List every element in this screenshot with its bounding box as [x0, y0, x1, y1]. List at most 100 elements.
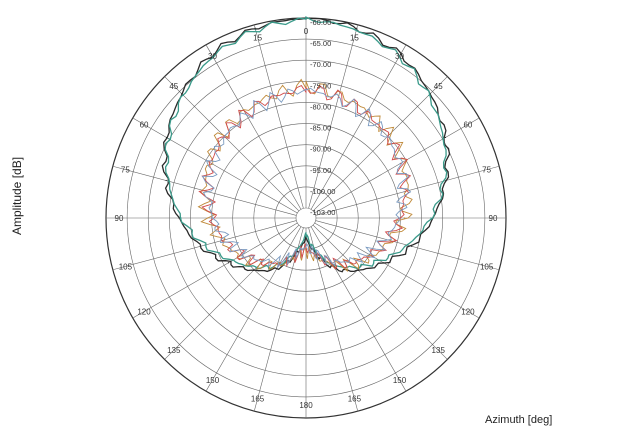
- grid-spoke: [205, 226, 302, 392]
- data-point: [406, 244, 409, 246]
- data-point: [305, 89, 307, 91]
- grid-spoke: [310, 226, 407, 392]
- data-point: [305, 18, 307, 20]
- radial-tick-label: -80.00: [310, 102, 331, 111]
- grid-spoke: [132, 117, 298, 214]
- data-point: [225, 238, 227, 241]
- grid-spoke: [312, 224, 448, 360]
- grid-spoke: [312, 76, 448, 212]
- data-point: [182, 94, 184, 96]
- series-group: [161, 16, 451, 273]
- data-point: [224, 136, 226, 138]
- data-point: [305, 245, 307, 247]
- data-point: [178, 217, 180, 219]
- angle-tick-label: 0: [304, 27, 309, 36]
- data-point: [223, 239, 225, 241]
- data-point: [348, 260, 350, 262]
- angle-tick-label: 105: [480, 262, 494, 271]
- grid-spoke: [310, 44, 407, 210]
- data-point: [279, 262, 281, 264]
- labels-group: 0 15 30 45 60 75 90 105 120 135 150 165 180 165 150 135…: [115, 18, 498, 410]
- data-point: [212, 217, 214, 219]
- angle-tick-label: 30: [208, 52, 217, 61]
- radial-tick-label: -103.00: [310, 208, 335, 217]
- series-line-0: [161, 17, 451, 273]
- data-point: [330, 260, 332, 262]
- angle-tick-label: 135: [432, 346, 446, 355]
- grid-spoke: [308, 24, 359, 209]
- data-point: [256, 266, 258, 268]
- data-point: [199, 245, 201, 247]
- angle-tick-label: 105: [119, 262, 133, 271]
- angle-tick-label: 15: [253, 33, 262, 42]
- angle-tick-label: 180: [299, 401, 313, 410]
- data-point: [210, 53, 213, 55]
- data-point: [207, 191, 209, 193]
- angle-tick-label: 45: [434, 82, 443, 91]
- angle-tick-label: 150: [206, 376, 220, 385]
- angle-tick-label: 135: [167, 346, 181, 355]
- grid-spoke: [132, 222, 298, 319]
- grid-spoke: [164, 224, 300, 360]
- data-point: [443, 180, 445, 182]
- radial-tick-label: -95.00: [310, 166, 331, 175]
- radial-tick-label: -70.00: [310, 60, 331, 69]
- data-point: [203, 244, 206, 246]
- data-point: [313, 248, 315, 250]
- grid-spoke: [253, 24, 304, 209]
- data-point: [357, 269, 359, 271]
- data-point: [167, 137, 169, 140]
- radial-tick-label: -60.00: [310, 18, 331, 27]
- data-point: [337, 96, 339, 98]
- grid-spoke: [164, 76, 300, 212]
- angle-tick-label: 90: [115, 214, 124, 223]
- data-point: [445, 179, 447, 182]
- data-point: [389, 240, 391, 242]
- series-line-1: [164, 16, 448, 271]
- data-point: [223, 135, 225, 137]
- data-point: [280, 260, 282, 262]
- data-point: [276, 268, 278, 270]
- radial-tick-label: -90.00: [310, 145, 331, 154]
- angle-tick-label: 75: [121, 166, 130, 175]
- angle-tick-label: 165: [348, 395, 362, 404]
- data-point: [212, 55, 214, 57]
- data-point: [255, 29, 257, 31]
- data-point: [273, 96, 275, 98]
- data-point: [367, 253, 369, 255]
- grid-spoke: [314, 222, 480, 319]
- data-point: [430, 217, 432, 219]
- angle-tick-label: 120: [461, 308, 475, 317]
- angle-tick-label: 60: [140, 121, 149, 130]
- angle-tick-label: 120: [137, 308, 151, 317]
- data-point: [243, 253, 245, 255]
- data-point: [259, 263, 261, 265]
- data-point: [165, 179, 167, 182]
- data-point: [386, 136, 388, 138]
- data-point: [273, 98, 275, 100]
- data-point: [356, 27, 358, 29]
- data-point: [385, 238, 387, 241]
- data-point: [253, 269, 255, 271]
- data-point: [295, 252, 298, 254]
- data-point: [428, 94, 430, 96]
- data-point: [207, 217, 209, 219]
- data-point: [382, 262, 385, 264]
- data-point: [262, 260, 264, 262]
- data-point: [167, 180, 169, 182]
- data-point: [337, 98, 339, 100]
- data-point: [297, 248, 299, 250]
- data-point: [365, 113, 367, 115]
- polar-grid: [105, 17, 507, 419]
- radial-tick-label: -65.00: [310, 39, 331, 48]
- data-point: [314, 252, 317, 254]
- data-point: [411, 245, 413, 247]
- data-point: [400, 162, 402, 164]
- angle-tick-label: 150: [393, 376, 407, 385]
- data-point: [315, 254, 317, 257]
- radial-tick-label: -75.00: [310, 81, 331, 90]
- data-point: [181, 93, 183, 95]
- angle-tick-label: 45: [169, 82, 178, 91]
- data-point: [404, 190, 406, 192]
